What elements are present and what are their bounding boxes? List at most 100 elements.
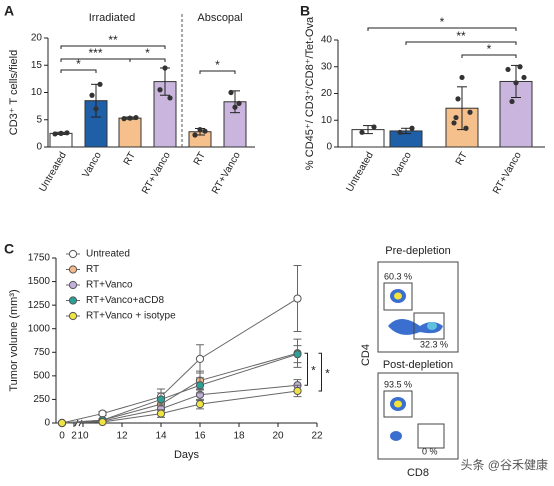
legend-marker <box>68 249 78 259</box>
data-point <box>397 129 403 135</box>
x-axis-label: Days <box>174 449 200 461</box>
x-tick-label: 10 <box>77 431 89 442</box>
y-tick-label: 10 <box>321 115 333 126</box>
gate-label: 93.5 % <box>384 379 412 389</box>
significance-label: * <box>145 46 150 60</box>
significance-label: ** <box>456 29 466 43</box>
y-tick-label: 1000 <box>28 323 51 334</box>
x-tick-label: 22 <box>311 431 323 442</box>
gate <box>413 312 445 340</box>
marker <box>293 350 302 359</box>
significance-label: *** <box>88 46 102 60</box>
flow-panel: Pre-depletion 60.3 % 32.3 % Post-depleti… <box>360 245 459 479</box>
data-point <box>459 74 465 81</box>
group-label: Abscopal <box>197 12 242 24</box>
data-point <box>52 131 58 137</box>
significance-label: * <box>440 15 445 29</box>
gate <box>383 390 413 418</box>
marker <box>195 381 205 390</box>
y-axis-label: Tumor volume (mm³) <box>8 289 20 391</box>
y-tick-label: 1750 <box>28 253 51 264</box>
data-point <box>467 109 473 115</box>
data-point <box>167 95 173 101</box>
significance-bracket <box>304 352 308 386</box>
y-tick-label: 10 <box>31 87 43 98</box>
legend-label: RT+Vanco+aCD8 <box>86 295 164 306</box>
marker <box>98 417 107 427</box>
x-tick-label: RT <box>192 150 208 167</box>
data-point <box>58 130 64 136</box>
x-tick-label: RT+Vanco <box>210 150 243 196</box>
bar <box>118 117 142 148</box>
data-point <box>236 100 242 106</box>
significance-label: * <box>215 58 220 72</box>
y-tick-label: 1500 <box>28 276 51 287</box>
data-point <box>521 74 527 81</box>
legend-label: RT <box>86 264 99 275</box>
panel-label: A <box>4 3 14 19</box>
flow-title: Post-depletion <box>383 359 453 371</box>
data-point <box>451 120 457 126</box>
data-point <box>232 104 238 110</box>
axis-label: CD4 <box>360 344 372 366</box>
y-tick-label: 40 <box>321 35 333 46</box>
data-point <box>64 130 70 136</box>
group-label: Irradiated <box>89 12 135 24</box>
significance-label: * <box>76 57 81 71</box>
data-point <box>202 128 208 134</box>
significance-bracket <box>405 41 517 45</box>
marker <box>57 418 67 428</box>
flow-plot <box>377 261 459 353</box>
significance-label: * <box>325 366 330 380</box>
data-point <box>359 129 365 135</box>
y-axis-label: % CD45⁺/ CD3⁺/CD8⁺/Tet-Ova <box>304 16 316 170</box>
legend-marker <box>68 280 78 290</box>
data-point <box>89 92 95 98</box>
x-tick-label: RT <box>454 150 470 167</box>
significance-bracket <box>129 58 166 62</box>
data-point <box>162 65 168 71</box>
data-point <box>513 80 519 86</box>
y-tick-label: 0 <box>36 142 42 153</box>
data-point <box>133 114 139 121</box>
data-point <box>517 64 523 70</box>
significance-bracket <box>367 27 517 31</box>
gate-label: 0 % <box>422 446 438 456</box>
x-tick-label: Vanco <box>81 150 105 180</box>
data-point <box>97 81 103 87</box>
population <box>394 292 402 300</box>
data-point <box>409 125 415 131</box>
data-point <box>453 114 459 121</box>
x-tick-label: 14 <box>155 431 167 442</box>
series-line <box>61 390 298 424</box>
y-tick-label: 15 <box>31 60 43 71</box>
legend-label: RT+Vanco <box>86 280 133 291</box>
legend-marker <box>68 296 78 305</box>
x-tick-label: 12 <box>116 431 128 442</box>
axis-label: CD8 <box>407 467 429 479</box>
marker <box>156 409 166 418</box>
series-line <box>61 352 298 424</box>
y-tick-label: 250 <box>33 394 50 405</box>
data-point <box>228 89 234 96</box>
marker <box>293 386 302 396</box>
flow-plot <box>377 372 459 460</box>
population <box>427 322 437 330</box>
series-line <box>61 384 298 424</box>
population <box>390 431 402 441</box>
gate-label: 32.3 % <box>420 339 448 349</box>
marker <box>156 395 166 404</box>
marker <box>195 354 205 363</box>
data-point <box>505 66 511 73</box>
significance-label: ** <box>108 33 118 47</box>
data-point <box>463 125 469 131</box>
x-tick-label: 20 <box>272 431 284 442</box>
y-tick-label: 30 <box>321 61 333 72</box>
y-tick-label: 5 <box>36 114 42 125</box>
gate-label: 60.3 % <box>384 271 412 281</box>
data-point <box>121 116 127 122</box>
x-tick-label: 0 <box>59 431 65 442</box>
bar <box>499 80 533 148</box>
data-point <box>127 115 133 121</box>
gate <box>417 423 445 449</box>
